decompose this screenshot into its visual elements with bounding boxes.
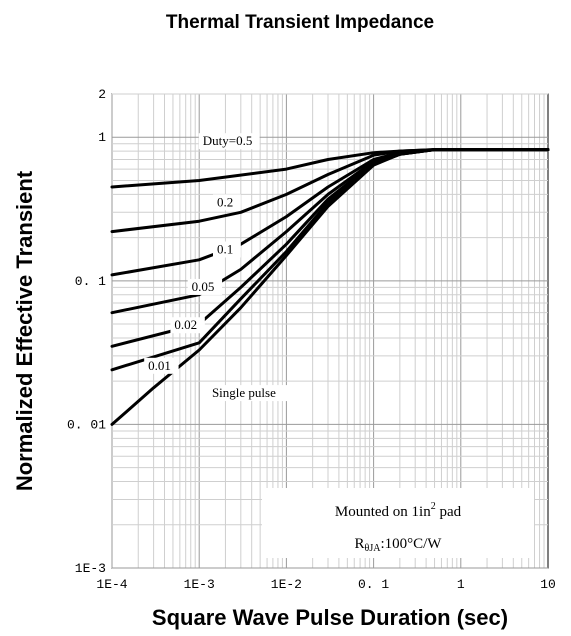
x-tick-label-0: 1E-4 <box>96 577 127 592</box>
curve-label-bg-2 <box>212 241 241 258</box>
curve-label-0: Duty=0.5 <box>203 133 253 148</box>
curve-label-4: 0.02 <box>174 317 197 332</box>
y-tick-label-0: 2 <box>98 87 106 102</box>
x-axis-label: Square Wave Pulse Duration (sec) <box>152 605 508 630</box>
curve-label-1: 0.2 <box>217 194 233 209</box>
curve-series <box>110 148 550 426</box>
curve-label-bg-1 <box>212 194 241 211</box>
curve-label-bg-0 <box>198 133 260 150</box>
curve-label-bg-3 <box>187 278 223 295</box>
mounting-note-sup: 2 <box>431 501 436 512</box>
curve-label-bg-5 <box>144 357 179 374</box>
x-tick-label-5: 10 <box>540 577 556 592</box>
x-tick-label-2: 1E-2 <box>271 577 302 592</box>
y-tick-labels: 2 1 0. 1 0. 01 1E-3 <box>67 87 106 576</box>
series-line-6 <box>110 148 550 426</box>
y-tick-label-1: 1 <box>98 130 106 145</box>
curve-label-6: Single pulse <box>212 385 276 400</box>
chart-title: Thermal Transient Impedance <box>166 12 434 33</box>
curve-label-2: 0.1 <box>217 241 233 256</box>
x-tick-label-3: 0. 1 <box>358 577 389 592</box>
curve-label-5: 0.01 <box>148 358 171 373</box>
y-tick-label-4: 1E-3 <box>75 561 106 576</box>
mounting-note-line2: RθJA:100°C/W <box>355 536 443 554</box>
x-tick-label-1: 1E-3 <box>184 577 215 592</box>
x-tick-labels: 1E-4 1E-3 1E-2 0. 1 1 10 <box>96 577 555 592</box>
curve-label-3: 0.05 <box>192 279 215 294</box>
y-axis-label: Normalized Effective Transient <box>12 170 37 491</box>
mounting-note-box <box>262 488 534 558</box>
curve-label-bg-6 <box>207 385 296 402</box>
mounting-note-sub: θJA <box>365 543 382 554</box>
curve-labels: Duty=0.5 0.2 0.1 0.05 0.02 0.01 Single pulse <box>144 133 296 402</box>
x-tick-label-4: 1 <box>457 577 465 592</box>
mounting-note-line1: Mounted on 1in2 pad <box>335 501 462 520</box>
curve-label-bg-4 <box>170 317 205 334</box>
y-tick-label-3: 0. 01 <box>67 417 106 432</box>
y-tick-label-2: 0. 1 <box>75 274 106 289</box>
